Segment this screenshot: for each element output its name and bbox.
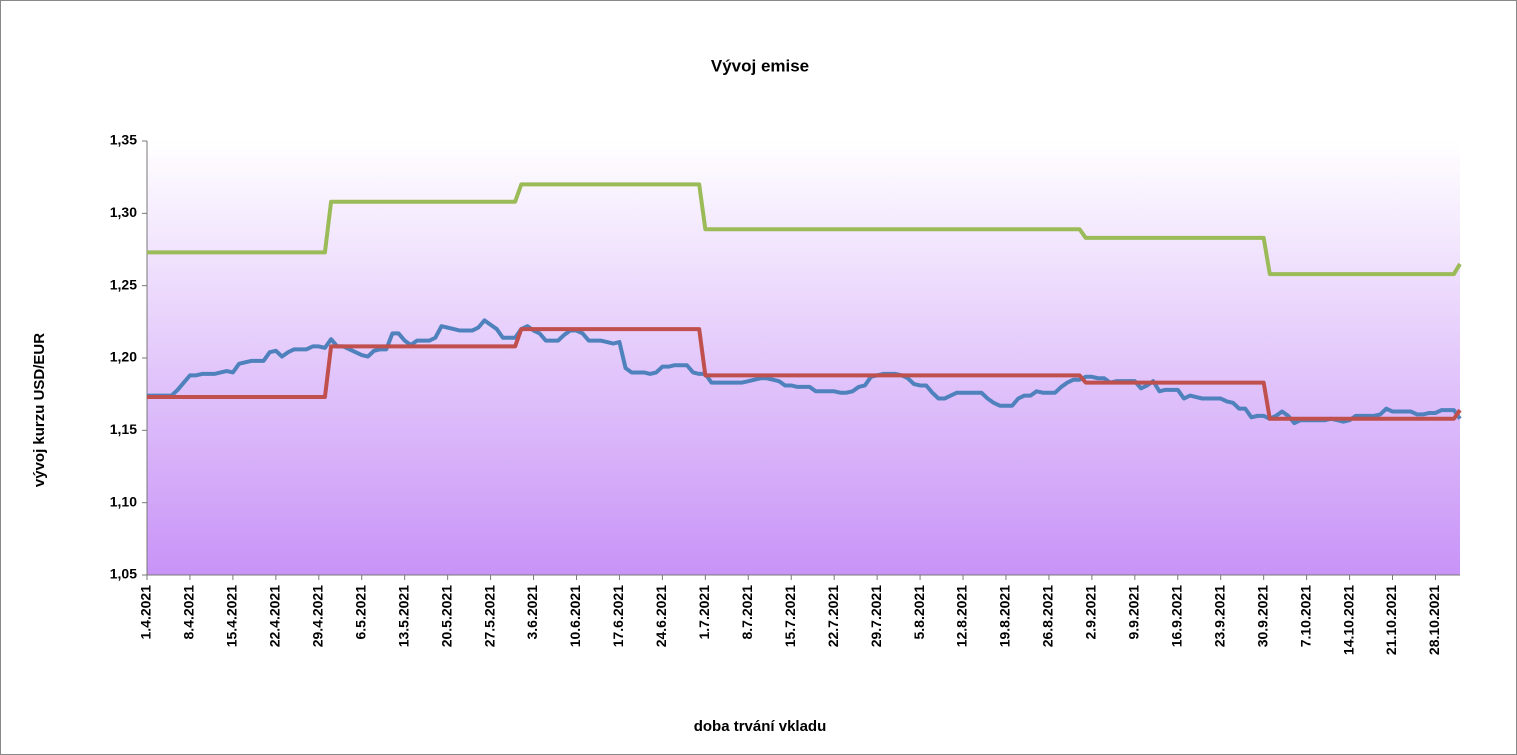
x-tick-label: 30.9.2021 — [1254, 585, 1270, 647]
x-tick-label: 27.5.2021 — [481, 585, 497, 647]
x-tick-label: 1.7.2021 — [696, 585, 712, 640]
x-tick-label: 6.5.2021 — [352, 585, 368, 640]
x-tick-label: 16.9.2021 — [1168, 585, 1184, 647]
x-tick-label: 2.9.2021 — [1083, 585, 1099, 640]
x-tick-label: 1.4.2021 — [138, 585, 154, 640]
x-tick-label: 22.4.2021 — [267, 585, 283, 647]
y-tick-label: 1,15 — [110, 421, 137, 437]
y-tick-label: 1,30 — [110, 204, 137, 220]
chart-title: Vývoj emise — [711, 56, 809, 75]
x-tick-label: 15.7.2021 — [782, 585, 798, 647]
x-tick-label: 9.9.2021 — [1126, 585, 1142, 640]
y-axis-title: vývoj kurzu USD/EUR — [31, 333, 48, 487]
x-tick-label: 22.7.2021 — [825, 585, 841, 647]
x-tick-label: 5.8.2021 — [911, 585, 927, 640]
plot-area — [147, 141, 1460, 575]
x-tick-label: 23.9.2021 — [1211, 585, 1227, 647]
x-tick-label: 3.6.2021 — [524, 585, 540, 640]
x-tick-label: 17.6.2021 — [610, 585, 626, 647]
x-tick-label: 12.8.2021 — [954, 585, 970, 647]
x-tick-label: 7.10.2021 — [1297, 585, 1313, 647]
series-line — [147, 182, 1462, 277]
x-tick-label: 8.7.2021 — [739, 585, 755, 640]
x-tick-label: 29.7.2021 — [868, 585, 884, 647]
x-tick-label: 20.5.2021 — [438, 585, 454, 647]
y-tick-label: 1,35 — [110, 132, 137, 148]
y-tick-label: 1,20 — [110, 349, 137, 365]
series-line — [147, 318, 1462, 426]
x-tick-label: 29.4.2021 — [309, 585, 325, 647]
x-tick-label: 28.10.2021 — [1426, 585, 1442, 655]
x-tick-label: 8.4.2021 — [181, 585, 197, 640]
x-tick-label: 19.8.2021 — [997, 585, 1013, 647]
series-line — [147, 327, 1462, 421]
x-tick-label: 10.6.2021 — [567, 585, 583, 647]
x-tick-label: 24.6.2021 — [653, 585, 669, 647]
x-tick-label: 21.10.2021 — [1383, 585, 1399, 655]
x-tick-label: 26.8.2021 — [1040, 585, 1056, 647]
x-tick-label: 13.5.2021 — [395, 585, 411, 647]
x-axis-title: doba trvání vkladu — [694, 718, 827, 735]
y-tick-label: 1,25 — [110, 276, 137, 292]
y-tick-label: 1,05 — [110, 566, 137, 582]
x-tick-label: 14.10.2021 — [1340, 585, 1356, 655]
x-tick-label: 15.4.2021 — [224, 585, 240, 647]
y-tick-label: 1,10 — [110, 493, 137, 509]
